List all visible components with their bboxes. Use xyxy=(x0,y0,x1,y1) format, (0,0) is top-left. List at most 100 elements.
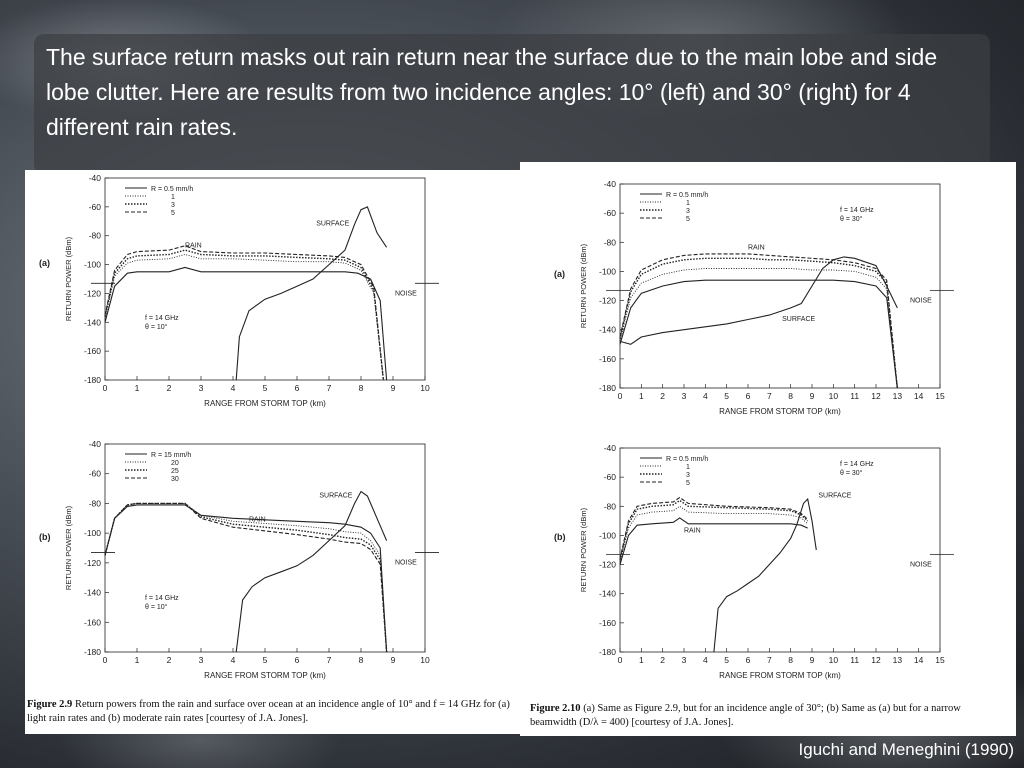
y-tick-label: -140 xyxy=(599,589,616,599)
series-line xyxy=(104,245,384,381)
y-tick-label: -100 xyxy=(84,260,101,270)
x-tick-label: 8 xyxy=(359,655,364,665)
right-figure-caption: Figure 2.10 (a) Same as Figure 2.9, but … xyxy=(530,702,1010,730)
left-figure-page: -40 -60 -80 -100 -120 -140 -160 -180 0 1 2 3 4 5 6 7 8 9 1… xyxy=(25,170,520,734)
x-tick-label: 1 xyxy=(639,655,644,665)
series-line xyxy=(104,504,388,653)
y-tick-label: -180 xyxy=(599,647,616,657)
right-figure-page: -40 -60 -80 -100 -120 -140 -160 -180 0 1 2 3 4 5 6 7 8 9 1… xyxy=(520,162,1016,736)
legend-label: 30 xyxy=(171,476,179,483)
x-tick-label: 0 xyxy=(618,391,623,401)
caption-label: Figure 2.10 xyxy=(530,703,581,714)
legend-label: 20 xyxy=(171,460,179,467)
surface-annotation: SURFACE xyxy=(316,221,349,228)
parameter-label: θ = 30° xyxy=(840,215,863,223)
caption-label: Figure 2.9 xyxy=(27,699,73,710)
y-tick-label: -40 xyxy=(604,443,617,453)
y-tick-label: -160 xyxy=(599,354,616,364)
caption-text: Return powers from the rain and surface … xyxy=(27,699,510,724)
x-tick-label: 14 xyxy=(914,655,924,665)
legend-label: 1 xyxy=(686,200,690,207)
series-line xyxy=(619,253,898,389)
rain-annotation: RAIN xyxy=(249,516,266,523)
x-axis-label: RANGE FROM STORM TOP (km) xyxy=(204,399,326,408)
noise-annotation: NOISE xyxy=(910,561,932,568)
x-tick-label: 0 xyxy=(618,655,623,665)
parameter-label: θ = 10° xyxy=(145,603,168,611)
legend-label: R = 0.5 mm/h xyxy=(666,192,708,199)
x-axis-label: RANGE FROM STORM TOP (km) xyxy=(719,407,841,416)
x-tick-label: 15 xyxy=(935,655,945,665)
x-tick-label: 8 xyxy=(788,655,793,665)
y-tick-label: -60 xyxy=(89,202,102,212)
y-tick-label: -120 xyxy=(84,558,101,568)
y-tick-label: -120 xyxy=(599,560,616,570)
x-tick-label: 6 xyxy=(295,383,300,393)
y-tick-label: -140 xyxy=(84,588,101,598)
x-tick-label: 10 xyxy=(420,383,430,393)
x-axis-label: RANGE FROM STORM TOP (km) xyxy=(719,671,841,680)
surface-annotation: SURFACE xyxy=(782,316,815,323)
panel-label: (b) xyxy=(39,532,51,542)
x-tick-label: 6 xyxy=(746,391,751,401)
noise-annotation: NOISE xyxy=(395,559,417,566)
legend-label: 5 xyxy=(686,216,690,223)
parameter-label: θ = 30° xyxy=(840,469,863,477)
y-tick-label: -80 xyxy=(604,501,617,511)
surface-annotation: SURFACE xyxy=(319,492,352,499)
x-tick-label: 7 xyxy=(327,655,332,665)
panel-label: (a) xyxy=(39,258,50,268)
noise-annotation: NOISE xyxy=(910,297,932,304)
y-tick-label: -160 xyxy=(84,617,101,627)
y-tick-label: -60 xyxy=(604,472,617,482)
y-tick-label: -180 xyxy=(599,383,616,393)
x-tick-label: 9 xyxy=(810,391,815,401)
x-tick-label: 2 xyxy=(167,383,172,393)
surface-annotation: SURFACE xyxy=(818,493,851,500)
y-axis-label: RETURN POWER (dBm) xyxy=(579,507,588,592)
y-axis-label: RETURN POWER (dBm) xyxy=(579,243,588,328)
headline-panel xyxy=(34,34,990,174)
x-tick-label: 12 xyxy=(871,391,881,401)
x-tick-label: 6 xyxy=(746,655,751,665)
x-tick-label: 14 xyxy=(914,391,924,401)
x-tick-label: 1 xyxy=(135,655,140,665)
plot-frame xyxy=(619,183,941,389)
y-tick-label: -180 xyxy=(84,375,101,385)
x-tick-label: 9 xyxy=(810,655,815,665)
x-tick-label: 11 xyxy=(850,655,859,665)
x-tick-label: 10 xyxy=(420,655,430,665)
legend-label: R = 15 mm/h xyxy=(151,452,191,459)
y-tick-label: -140 xyxy=(84,317,101,327)
x-tick-label: 0 xyxy=(103,383,108,393)
legend-label: 25 xyxy=(171,468,179,475)
rain-annotation: RAIN xyxy=(684,528,701,535)
y-tick-label: -100 xyxy=(599,266,616,276)
x-tick-label: 5 xyxy=(724,655,729,665)
x-tick-label: 4 xyxy=(703,655,708,665)
legend-label: 3 xyxy=(686,208,690,215)
y-tick-label: -160 xyxy=(599,618,616,628)
x-tick-label: 3 xyxy=(199,655,204,665)
x-tick-label: 1 xyxy=(135,383,140,393)
series-line xyxy=(104,254,384,381)
x-tick-label: 4 xyxy=(231,655,236,665)
y-tick-label: -80 xyxy=(89,498,102,508)
y-axis-label: RETURN POWER (dBm) xyxy=(64,236,73,321)
y-axis-label: RETURN POWER (dBm) xyxy=(64,505,73,590)
x-tick-label: 11 xyxy=(850,391,859,401)
x-tick-label: 12 xyxy=(871,655,881,665)
x-tick-label: 1 xyxy=(639,391,644,401)
plot-frame xyxy=(104,443,426,653)
y-tick-label: -160 xyxy=(84,346,101,356)
citation-credit: Iguchi and Meneghini (1990) xyxy=(798,740,1014,759)
panel-label: (b) xyxy=(554,532,566,542)
x-tick-label: 5 xyxy=(263,655,268,665)
noise-annotation: NOISE xyxy=(395,290,417,297)
parameter-label: f = 14 GHz xyxy=(840,207,874,214)
x-tick-label: 7 xyxy=(767,391,772,401)
